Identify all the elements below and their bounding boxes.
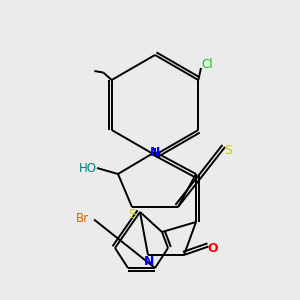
Text: N: N [150,146,160,158]
Text: S: S [224,143,232,157]
Text: N: N [143,255,154,268]
Text: Br: Br [75,212,88,224]
Text: Cl: Cl [201,58,213,71]
Text: S: S [128,208,136,221]
Text: HO: HO [79,161,97,175]
Text: O: O [208,242,218,254]
